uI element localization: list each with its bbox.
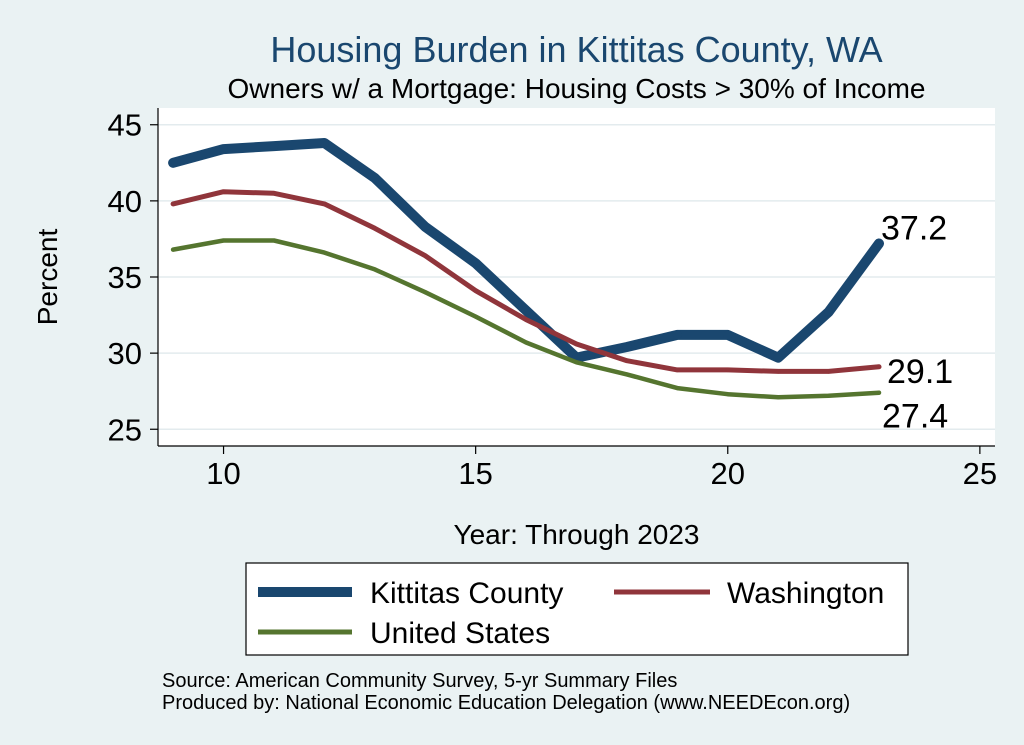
washington-point — [523, 317, 529, 322]
united-states-point — [171, 247, 176, 252]
producer-note: Produced by: National Economic Education… — [162, 692, 850, 714]
end-labels: 37.2 29.1 27.4 — [881, 210, 953, 436]
x-tick-label: 15 — [458, 456, 492, 491]
washington-point — [826, 369, 831, 374]
united-states-point — [322, 250, 327, 255]
x-tick-label: 20 — [711, 456, 745, 491]
legend-item-kittitas-county: Kittitas County — [258, 577, 563, 610]
washington-point — [876, 364, 882, 370]
washington-point — [574, 341, 579, 347]
legend-label-washington: Washington — [727, 577, 884, 610]
kittitas-county-point — [168, 158, 178, 168]
legend-item-washington: Washington — [614, 577, 884, 610]
y-tick-label: 35 — [108, 260, 142, 295]
washington-point — [372, 226, 378, 231]
washington-point — [271, 191, 277, 196]
end-label-united-states: 27.4 — [882, 398, 948, 436]
washington-point — [675, 367, 680, 373]
kittitas-county-point — [269, 141, 279, 151]
x-tick-label: 10 — [206, 456, 240, 491]
chart-title: Housing Burden in Kittitas County, WA — [270, 29, 882, 70]
united-states-point — [725, 392, 730, 397]
legend: Kittitas County Washington United States — [245, 562, 909, 656]
united-states-point — [574, 360, 579, 365]
source-note: Source: American Community Survey, 5-yr … — [162, 670, 677, 692]
washington-point — [170, 201, 176, 207]
united-states-point — [826, 393, 831, 398]
y-tick-label: 30 — [108, 336, 142, 371]
y-tick-label: 40 — [108, 184, 142, 219]
kittitas-county-point — [824, 307, 834, 317]
kittitas-county-point — [622, 342, 632, 352]
united-states-point — [675, 386, 680, 391]
united-states-point — [271, 238, 277, 243]
series-kittitas-county — [168, 138, 884, 363]
united-states-point — [524, 340, 529, 345]
washington-point — [322, 201, 327, 207]
washington-point — [473, 288, 478, 293]
kittitas-county-point — [723, 330, 733, 340]
kittitas-county-point — [874, 239, 884, 248]
washington-point — [624, 358, 630, 363]
kittitas-county-point — [521, 306, 531, 315]
kittitas-county-point — [219, 144, 228, 154]
series-united-states — [170, 238, 882, 400]
y-axis: 25 30 35 40 45 — [108, 108, 158, 447]
kittitas-county-point — [773, 353, 783, 363]
united-states-point — [372, 267, 377, 272]
washington-point — [221, 189, 226, 194]
washington-point — [422, 253, 428, 258]
united-states-point — [624, 372, 629, 377]
x-axis: 10 15 20 25 — [206, 446, 997, 491]
united-states-point — [221, 238, 226, 243]
y-axis-title: Percent — [32, 229, 63, 326]
united-states-point — [473, 314, 478, 319]
end-label-kittitas-county: 37.2 — [881, 210, 947, 248]
end-label-washington: 29.1 — [887, 353, 953, 391]
y-tick-label: 25 — [108, 412, 142, 447]
kittitas-county-point — [672, 330, 682, 340]
y-tick-label: 45 — [108, 108, 142, 143]
kittitas-county-point — [319, 138, 329, 148]
kittitas-county-point — [471, 258, 481, 268]
legend-label-united-states: United States — [370, 617, 550, 650]
chart-subtitle: Owners w/ a Mortgage: Housing Costs > 30… — [228, 73, 926, 104]
washington-point — [725, 367, 731, 373]
series-lines — [168, 138, 884, 400]
series-washington — [170, 189, 882, 374]
united-states-point — [876, 390, 882, 395]
kittitas-county-point — [420, 222, 430, 232]
legend-label-kittitas-county: Kittitas County — [370, 577, 563, 610]
kittitas-county-point — [370, 173, 380, 183]
united-states-point — [776, 395, 781, 400]
legend-box — [245, 562, 909, 656]
washington-point — [775, 369, 781, 374]
x-axis-title: Year: Through 2023 — [454, 519, 700, 550]
x-tick-label: 25 — [963, 456, 997, 491]
legend-item-united-states: United States — [258, 617, 550, 650]
united-states-point — [423, 290, 428, 295]
